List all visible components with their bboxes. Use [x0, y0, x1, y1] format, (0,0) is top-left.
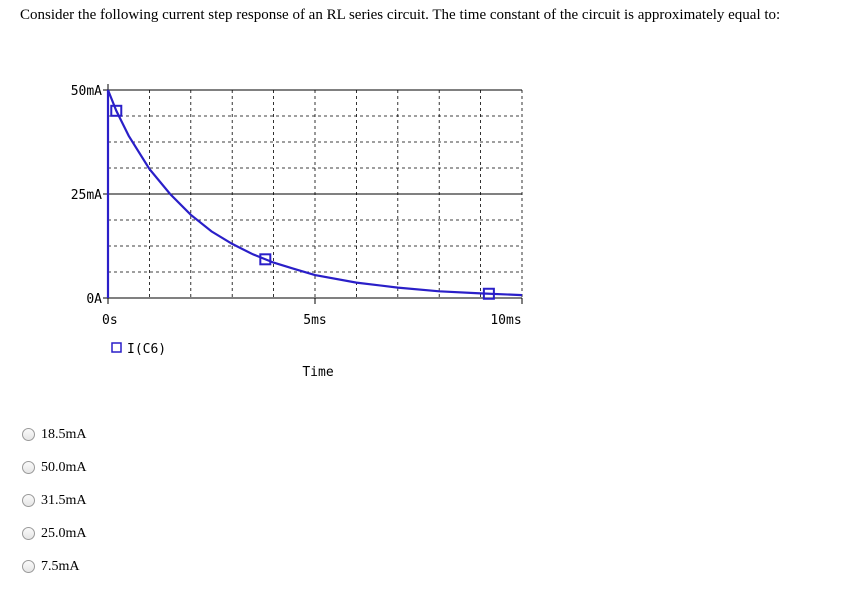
series-marker: [259, 253, 272, 266]
question-text: Consider the following current step resp…: [20, 7, 781, 23]
x-tick-labels: 0s 5ms 10ms: [102, 313, 522, 328]
series-marker: [110, 104, 123, 117]
x-tick-label-1: 5ms: [303, 313, 326, 328]
answer-options: 18.5mA 50.0mA 31.5mA 25.0mA 7.5mA: [22, 418, 87, 583]
series-markers: [110, 104, 495, 300]
option-25-0ma[interactable]: 25.0mA: [22, 517, 87, 550]
x-axis-title: Time: [302, 365, 333, 380]
x-tick-label-2: 10ms: [490, 313, 521, 328]
legend-label: I(C6): [127, 342, 166, 357]
y-tick-label-0: 50mA: [71, 84, 102, 99]
chart-svg: 50mA 25mA 0A 0s 5ms 10ms I(C6) Time: [71, 80, 533, 385]
option-label: 31.5mA: [41, 492, 87, 508]
radio-button[interactable]: [22, 560, 35, 573]
radio-button[interactable]: [22, 428, 35, 441]
series-marker: [482, 287, 495, 300]
y-tick-labels: 50mA 25mA 0A: [71, 84, 102, 307]
radio-button[interactable]: [22, 461, 35, 474]
legend-marker-icon: [111, 342, 122, 353]
plot-area: [108, 80, 533, 385]
option-31-5ma[interactable]: 31.5mA: [22, 484, 87, 517]
option-label: 18.5mA: [41, 426, 87, 442]
radio-button[interactable]: [22, 494, 35, 507]
step-response-chart: 50mA 25mA 0A 0s 5ms 10ms I(C6) Time: [0, 70, 540, 390]
grid-lines: [108, 89, 523, 298]
series-line-i-c6: [106, 89, 523, 298]
option-50-0ma[interactable]: 50.0mA: [22, 451, 87, 484]
option-label: 7.5mA: [41, 558, 80, 574]
y-tick-label-2: 0A: [86, 292, 102, 307]
option-label: 25.0mA: [41, 525, 87, 541]
x-tick-label-0: 0s: [102, 313, 118, 328]
radio-button[interactable]: [22, 527, 35, 540]
option-18-5ma[interactable]: 18.5mA: [22, 418, 87, 451]
option-label: 50.0mA: [41, 459, 87, 475]
option-7-5ma[interactable]: 7.5mA: [22, 550, 87, 583]
y-tick-label-1: 25mA: [71, 188, 102, 203]
